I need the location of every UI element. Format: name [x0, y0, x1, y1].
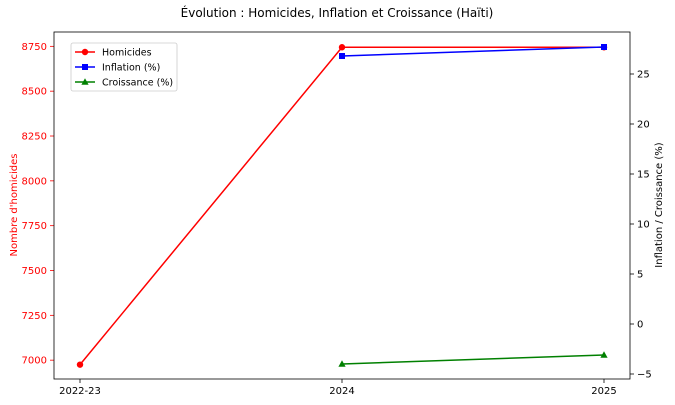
series-homicides [76, 44, 608, 368]
legend-item-inflation: Inflation (%) [75, 63, 160, 74]
y-right-tick-label: 15 [637, 170, 650, 181]
series-line-homicides [79, 46, 604, 366]
data-point-croissance [338, 360, 346, 367]
y-left-tick-label: 8000 [22, 176, 47, 187]
series-croissance [338, 351, 608, 367]
plot-frame [53, 31, 631, 380]
y-right-tick-label: 5 [637, 270, 643, 281]
legend-item-homicides: Homicides [75, 48, 152, 59]
data-point-inflation [601, 44, 607, 50]
chart-title: Évolution : Homicides, Inflation et Croi… [181, 5, 494, 20]
data-point-homicides [338, 44, 346, 51]
legend-label: Inflation (%) [102, 63, 160, 74]
axes: 2022-23 2024 20257000725075007750800082508… [22, 42, 652, 397]
data-point-homicides [76, 361, 84, 368]
legend-marker [81, 48, 89, 56]
y-right-tick-label: 0 [637, 320, 643, 331]
series-line-inflation [341, 46, 605, 57]
legend-item-croissance: Croissance (%) [75, 78, 173, 89]
y-left-tick-label: 7500 [22, 266, 47, 277]
x-tick-label: 2024 [329, 386, 354, 397]
y-left-tick-label: 8750 [22, 42, 47, 53]
y-right-tick-label: 20 [637, 120, 650, 131]
plot-data [76, 44, 608, 368]
data-point-croissance [600, 351, 608, 358]
x-tick-label: 2025 [591, 386, 616, 397]
y-left-tick-label: 8500 [22, 87, 47, 98]
legend-marker [82, 64, 88, 70]
y-left-tick-label: 7250 [22, 311, 47, 322]
x-tick-label: 2022-23 [59, 386, 101, 397]
series-inflation [339, 44, 607, 59]
legend-label: Croissance (%) [102, 78, 173, 89]
y-left-tick-label: 7000 [22, 356, 47, 367]
data-point-inflation [339, 53, 345, 59]
y-left-tick-label: 8250 [22, 132, 47, 143]
y-left-tick-label: 7750 [22, 221, 47, 232]
legend-label: Homicides [102, 48, 152, 59]
y-right-tick-label: 10 [637, 220, 650, 231]
y-right-tick-label: −5 [637, 370, 652, 381]
y-left-label: Nombre d'homicides [9, 154, 20, 257]
y-right-tick-label: 25 [637, 70, 650, 81]
series-line-croissance [341, 354, 605, 365]
legend-marker [81, 78, 89, 85]
y-right-label: Inflation / Croissance (%) [654, 142, 665, 267]
legend-frame [70, 42, 178, 92]
legend: Homicides Inflation (%) Croissance (%) [70, 42, 178, 92]
